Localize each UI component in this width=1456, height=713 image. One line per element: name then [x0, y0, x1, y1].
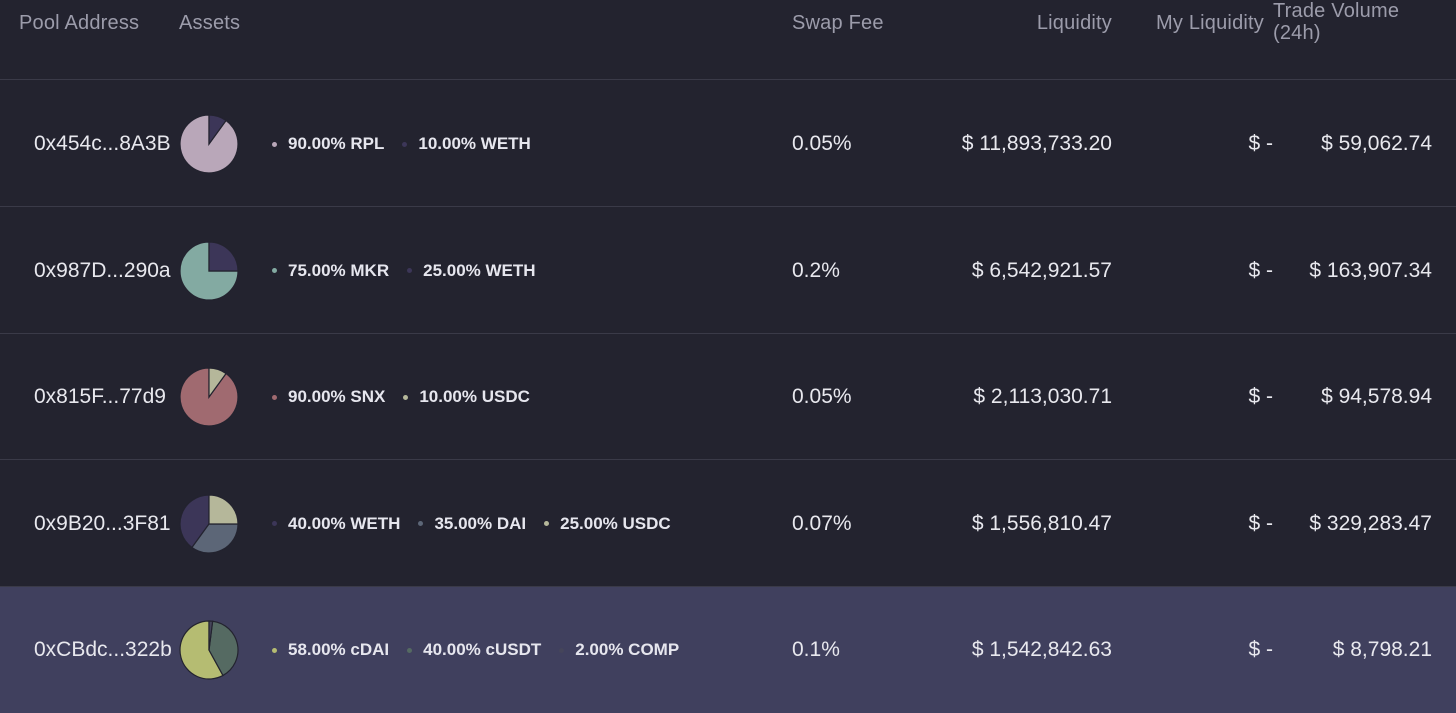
header-assets[interactable]: Assets	[179, 12, 241, 34]
asset-label: 10.00% USDC	[419, 387, 530, 406]
table-row[interactable]: 0xCBdc...322b 58.00% cDAI 40.00% cUSDT 2.00…	[0, 587, 1456, 713]
asset-color-dot	[407, 647, 413, 653]
asset-color-dot	[272, 268, 277, 273]
asset-tag: 58.00% cDAI	[272, 640, 389, 660]
liquidity-value: $ 1,556,810.47	[971, 511, 1112, 535]
header-swap-fee[interactable]: Swap Fee	[792, 12, 884, 34]
asset-color-dot	[544, 521, 550, 526]
swap-fee: 0.1%	[792, 638, 840, 661]
pie-slice	[208, 620, 239, 677]
pie-slice	[208, 114, 227, 146]
my-liquidity-value: $ -	[1248, 132, 1273, 155]
my-liquidity-value: $ -	[1248, 258, 1273, 282]
asset-label: 25.00% USDC	[560, 513, 671, 533]
asset-color-dot	[402, 141, 408, 147]
table-row[interactable]: 0x9B20...3F81 40.00% WETH 35.00% DAI 25.00%…	[0, 460, 1456, 587]
header-liquidity[interactable]: Liquidity	[1036, 12, 1112, 34]
asset-label: 40.00% WETH	[288, 513, 401, 533]
pie-slice	[179, 114, 239, 174]
asset-tag: 10.00% WETH	[402, 134, 531, 154]
pool-composition-pie	[179, 114, 239, 174]
asset-color-dot	[418, 521, 424, 526]
pool-address[interactable]: 0x454c...8A3B	[34, 132, 171, 155]
pie-slice	[179, 493, 210, 548]
header-trade-volume-line1: Trade Volume	[1273, 0, 1400, 22]
asset-label: 90.00% SNX	[288, 387, 386, 406]
my-liquidity-value: $ -	[1248, 385, 1273, 408]
asset-label: 40.00% cUSDT	[423, 640, 542, 659]
pool-address[interactable]: 0xCBdc...322b	[34, 638, 172, 661]
pool-address[interactable]: 0x815F...77d9	[34, 385, 166, 408]
table-row[interactable]: 0x815F...77d9 90.00% SNX 10.00% USDC 0.05% $…	[0, 334, 1456, 460]
pie-slice	[179, 240, 239, 301]
asset-color-dot	[272, 521, 277, 526]
asset-label: 10.00% WETH	[418, 134, 531, 153]
pool-assets: 75.00% MKR 25.00% WETH	[272, 208, 536, 334]
pool-address[interactable]: 0x9B20...3F81	[34, 511, 171, 535]
asset-tag: 90.00% SNX	[272, 387, 385, 407]
asset-color-dot	[403, 394, 409, 400]
table-row[interactable]: 0x987D...290a 75.00% MKR 25.00% WETH 0.2% $ …	[0, 207, 1456, 334]
header-my-liquidity[interactable]: My Liquidity	[1156, 12, 1264, 34]
liquidity-value: $ 11,893,733.20	[961, 132, 1112, 155]
pie-slice	[179, 367, 239, 427]
pool-assets: 58.00% cDAI 40.00% cUSDT 2.00% COMP	[272, 587, 679, 713]
pie-slice	[208, 367, 227, 399]
asset-tag: 75.00% MKR	[272, 261, 389, 281]
header-trade-volume[interactable]: Trade Volume (24h)	[1273, 0, 1433, 44]
asset-tag: 25.00% WETH	[407, 260, 536, 281]
asset-tag: 90.00% RPL	[272, 134, 384, 154]
asset-label: 2.00% COMP	[575, 640, 680, 659]
swap-fee: 0.05%	[792, 385, 852, 408]
liquidity-value: $ 1,542,842.63	[971, 638, 1112, 661]
table-header: Pool Address Assets Swap Fee Liquidity M…	[0, 0, 1456, 80]
asset-label: 90.00% RPL	[288, 134, 385, 153]
asset-tag: 25.00% USDC	[544, 514, 671, 534]
pie-slice	[191, 522, 239, 554]
pie-slice	[179, 620, 224, 680]
trade-volume-value: $ 329,283.47	[1309, 511, 1432, 535]
asset-tag: 40.00% cUSDT	[407, 640, 541, 660]
table-row[interactable]: 0x454c...8A3B 90.00% RPL 10.00% WETH 0.05% $…	[0, 81, 1456, 207]
asset-color-dot	[559, 647, 565, 653]
asset-label: 75.00% MKR	[288, 260, 390, 280]
asset-color-dot	[272, 394, 277, 400]
trade-volume-value: $ 163,907.34	[1309, 258, 1432, 282]
header-pool-address[interactable]: Pool Address	[19, 12, 140, 34]
asset-label: 58.00% cDAI	[288, 640, 390, 659]
swap-fee: 0.2%	[792, 258, 840, 282]
asset-label: 35.00% DAI	[434, 513, 527, 533]
liquidity-value: $ 6,542,921.57	[971, 258, 1112, 282]
pie-slice	[208, 240, 239, 272]
pool-composition-pie	[179, 620, 239, 680]
asset-tag: 35.00% DAI	[418, 514, 526, 534]
asset-tag: 2.00% COMP	[559, 640, 679, 660]
my-liquidity-value: $ -	[1248, 638, 1273, 661]
trade-volume-value: $ 94,578.94	[1321, 385, 1432, 408]
asset-tag: 40.00% WETH	[272, 514, 400, 534]
pool-assets: 40.00% WETH 35.00% DAI 25.00% USDC	[272, 461, 671, 587]
asset-label: 25.00% WETH	[423, 260, 536, 280]
trade-volume-value: $ 8,798.21	[1332, 638, 1432, 661]
trade-volume-value: $ 59,062.74	[1321, 132, 1432, 155]
liquidity-value: $ 2,113,030.71	[973, 385, 1112, 408]
pie-slice	[208, 620, 214, 651]
pool-composition-pie	[179, 367, 239, 427]
asset-tag: 10.00% USDC	[403, 387, 530, 407]
my-liquidity-value: $ -	[1248, 511, 1273, 535]
asset-color-dot	[272, 647, 277, 653]
pool-composition-pie	[179, 240, 239, 301]
pool-assets: 90.00% SNX 10.00% USDC	[272, 334, 530, 460]
swap-fee: 0.05%	[792, 132, 852, 155]
swap-fee: 0.07%	[792, 511, 852, 535]
asset-color-dot	[272, 141, 277, 147]
asset-color-dot	[407, 268, 413, 273]
pool-assets: 90.00% RPL 10.00% WETH	[272, 81, 531, 207]
pool-address[interactable]: 0x987D...290a	[34, 258, 171, 282]
header-trade-volume-line2: (24h)	[1273, 22, 1321, 44]
pie-slice	[208, 493, 239, 525]
pool-composition-pie	[179, 493, 239, 554]
